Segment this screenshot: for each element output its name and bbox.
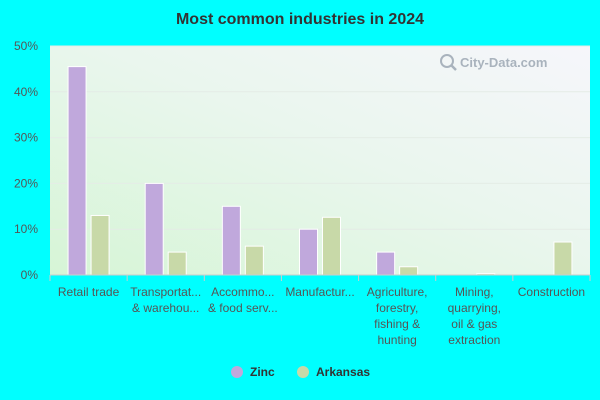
watermark: City-Data.com [440, 54, 547, 71]
magnifier-icon [440, 54, 457, 71]
y-tick-label: 20% [14, 176, 38, 190]
x-tick-label: Retail trade [58, 285, 120, 299]
y-tick-label: 50% [14, 39, 38, 53]
x-tick-label-line: forestry, [376, 301, 418, 315]
y-tick-label: 10% [14, 222, 38, 236]
legend: Zinc Arkansas [231, 365, 370, 379]
x-tick-label-line: Agriculture, [367, 285, 428, 299]
chart-title: Most common industries in 2024 [176, 11, 424, 28]
legend-swatch-zinc [231, 366, 243, 378]
watermark-text: City-Data.com [460, 55, 547, 70]
x-tick-label-line: Transportat... [130, 285, 201, 299]
bar-zinc-0[interactable] [67, 66, 87, 276]
legend-swatch-arkansas [297, 366, 309, 378]
x-tick-label-line: extraction [448, 333, 500, 347]
plot-area [50, 46, 590, 275]
grid-lines [50, 45, 590, 230]
x-axis: Retail trade Transportat... & warehou... Ac… [49, 274, 591, 347]
bar-arkansas-3[interactable] [322, 216, 341, 276]
x-tick-label: Transportat... & warehou... [130, 285, 201, 315]
x-tick-label-line: hunting [377, 333, 416, 347]
bar-arkansas-1[interactable] [167, 251, 187, 276]
x-tick-label-line: Construction [518, 285, 585, 299]
x-tick-label-line: oil & gas [451, 317, 497, 331]
y-tick-label: 40% [14, 85, 38, 99]
x-tick-label-line: fishing & [374, 317, 420, 331]
x-tick-label-line: & food serv... [208, 301, 278, 315]
x-tick-label: Manufactur... [285, 285, 354, 299]
bar-zinc-4[interactable] [376, 251, 396, 276]
bar-arkansas-2[interactable] [244, 245, 264, 276]
x-tick-label-line: Mining, [455, 285, 494, 299]
x-tick-label: Agriculture, forestry, fishing & hunting [367, 285, 428, 347]
x-tick-label-line: Manufactur... [285, 285, 354, 299]
y-tick-label: 30% [14, 131, 38, 145]
bar-zinc-3[interactable] [299, 228, 318, 276]
bar-zinc-1[interactable] [144, 182, 164, 276]
y-axis: 0% 10% 20% 30% 40% 50% [14, 39, 38, 282]
bar-arkansas-6[interactable] [553, 241, 573, 276]
y-tick-label: 0% [21, 268, 39, 282]
bar-zinc-2[interactable] [221, 205, 241, 276]
x-tick-label-line: & warehou... [132, 301, 199, 315]
bar-arkansas-0[interactable] [90, 214, 110, 276]
legend-label-zinc: Zinc [250, 365, 275, 379]
x-tick-label: Accommo... & food serv... [208, 285, 278, 315]
legend-label-arkansas: Arkansas [316, 365, 370, 379]
x-tick-label-line: Accommo... [211, 285, 274, 299]
x-tick-label: Construction [518, 285, 585, 299]
x-tick-label-line: Retail trade [58, 285, 120, 299]
bar-arkansas-4[interactable] [399, 266, 419, 276]
x-tick-label: Mining, quarrying, oil & gas extraction [448, 285, 501, 347]
x-tick-label-line: quarrying, [448, 301, 501, 315]
